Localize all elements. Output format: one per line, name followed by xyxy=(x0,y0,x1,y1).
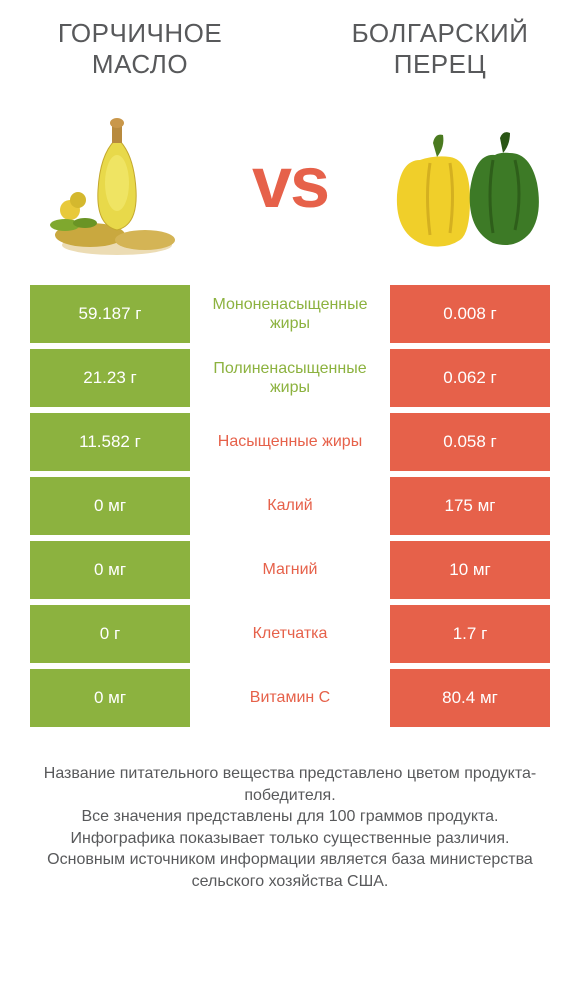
header-row: ГОРЧИЧНОЕ МАСЛО БОЛГАРСКИЙ ПЕРЕЦ xyxy=(0,0,580,90)
table-row: 0 гКлетчатка1.7 г xyxy=(30,605,550,663)
mustard-oil-icon xyxy=(30,105,205,260)
nutrient-label: Магний xyxy=(190,541,390,599)
right-product-title: БОЛГАРСКИЙ ПЕРЕЦ xyxy=(330,18,550,80)
left-value-cell: 21.23 г xyxy=(30,349,190,407)
table-row: 21.23 гПолиненасыщенные жиры0.062 г xyxy=(30,349,550,407)
right-value-cell: 0.062 г xyxy=(390,349,550,407)
right-value-cell: 0.058 г xyxy=(390,413,550,471)
table-row: 11.582 гНасыщенные жиры0.058 г xyxy=(30,413,550,471)
footer-line-4: Основным источником информации является … xyxy=(30,849,550,892)
nutrient-label: Мононенасыщенные жиры xyxy=(190,285,390,343)
table-row: 59.187 гМононенасыщенные жиры0.008 г xyxy=(30,285,550,343)
table-row: 0 мгКалий175 мг xyxy=(30,477,550,535)
left-value-cell: 0 мг xyxy=(30,477,190,535)
right-value-cell: 175 мг xyxy=(390,477,550,535)
left-product-title: ГОРЧИЧНОЕ МАСЛО xyxy=(30,18,250,80)
right-value-cell: 80.4 мг xyxy=(390,669,550,727)
left-product-image xyxy=(30,105,205,260)
nutrient-label: Калий xyxy=(190,477,390,535)
nutrient-label: Насыщенные жиры xyxy=(190,413,390,471)
images-row: vs xyxy=(0,90,580,285)
right-value-cell: 1.7 г xyxy=(390,605,550,663)
left-value-cell: 0 г xyxy=(30,605,190,663)
footer-line-2: Все значения представлены для 100 граммо… xyxy=(30,806,550,828)
nutrient-label: Клетчатка xyxy=(190,605,390,663)
vs-label: vs xyxy=(252,142,328,224)
nutrient-label: Витамин C xyxy=(190,669,390,727)
left-value-cell: 0 мг xyxy=(30,669,190,727)
table-row: 0 мгМагний10 мг xyxy=(30,541,550,599)
footer-line-3: Инфографика показывает только существенн… xyxy=(30,828,550,850)
bell-pepper-icon xyxy=(375,105,550,260)
left-value-cell: 0 мг xyxy=(30,541,190,599)
footer-notes: Название питательного вещества представл… xyxy=(0,733,580,893)
footer-line-1: Название питательного вещества представл… xyxy=(30,763,550,806)
right-value-cell: 0.008 г xyxy=(390,285,550,343)
right-product-image xyxy=(375,105,550,260)
table-row: 0 мгВитамин C80.4 мг xyxy=(30,669,550,727)
left-value-cell: 59.187 г xyxy=(30,285,190,343)
comparison-table: 59.187 гМононенасыщенные жиры0.008 г 21.2… xyxy=(0,285,580,727)
right-value-cell: 10 мг xyxy=(390,541,550,599)
left-value-cell: 11.582 г xyxy=(30,413,190,471)
nutrient-label: Полиненасыщенные жиры xyxy=(190,349,390,407)
